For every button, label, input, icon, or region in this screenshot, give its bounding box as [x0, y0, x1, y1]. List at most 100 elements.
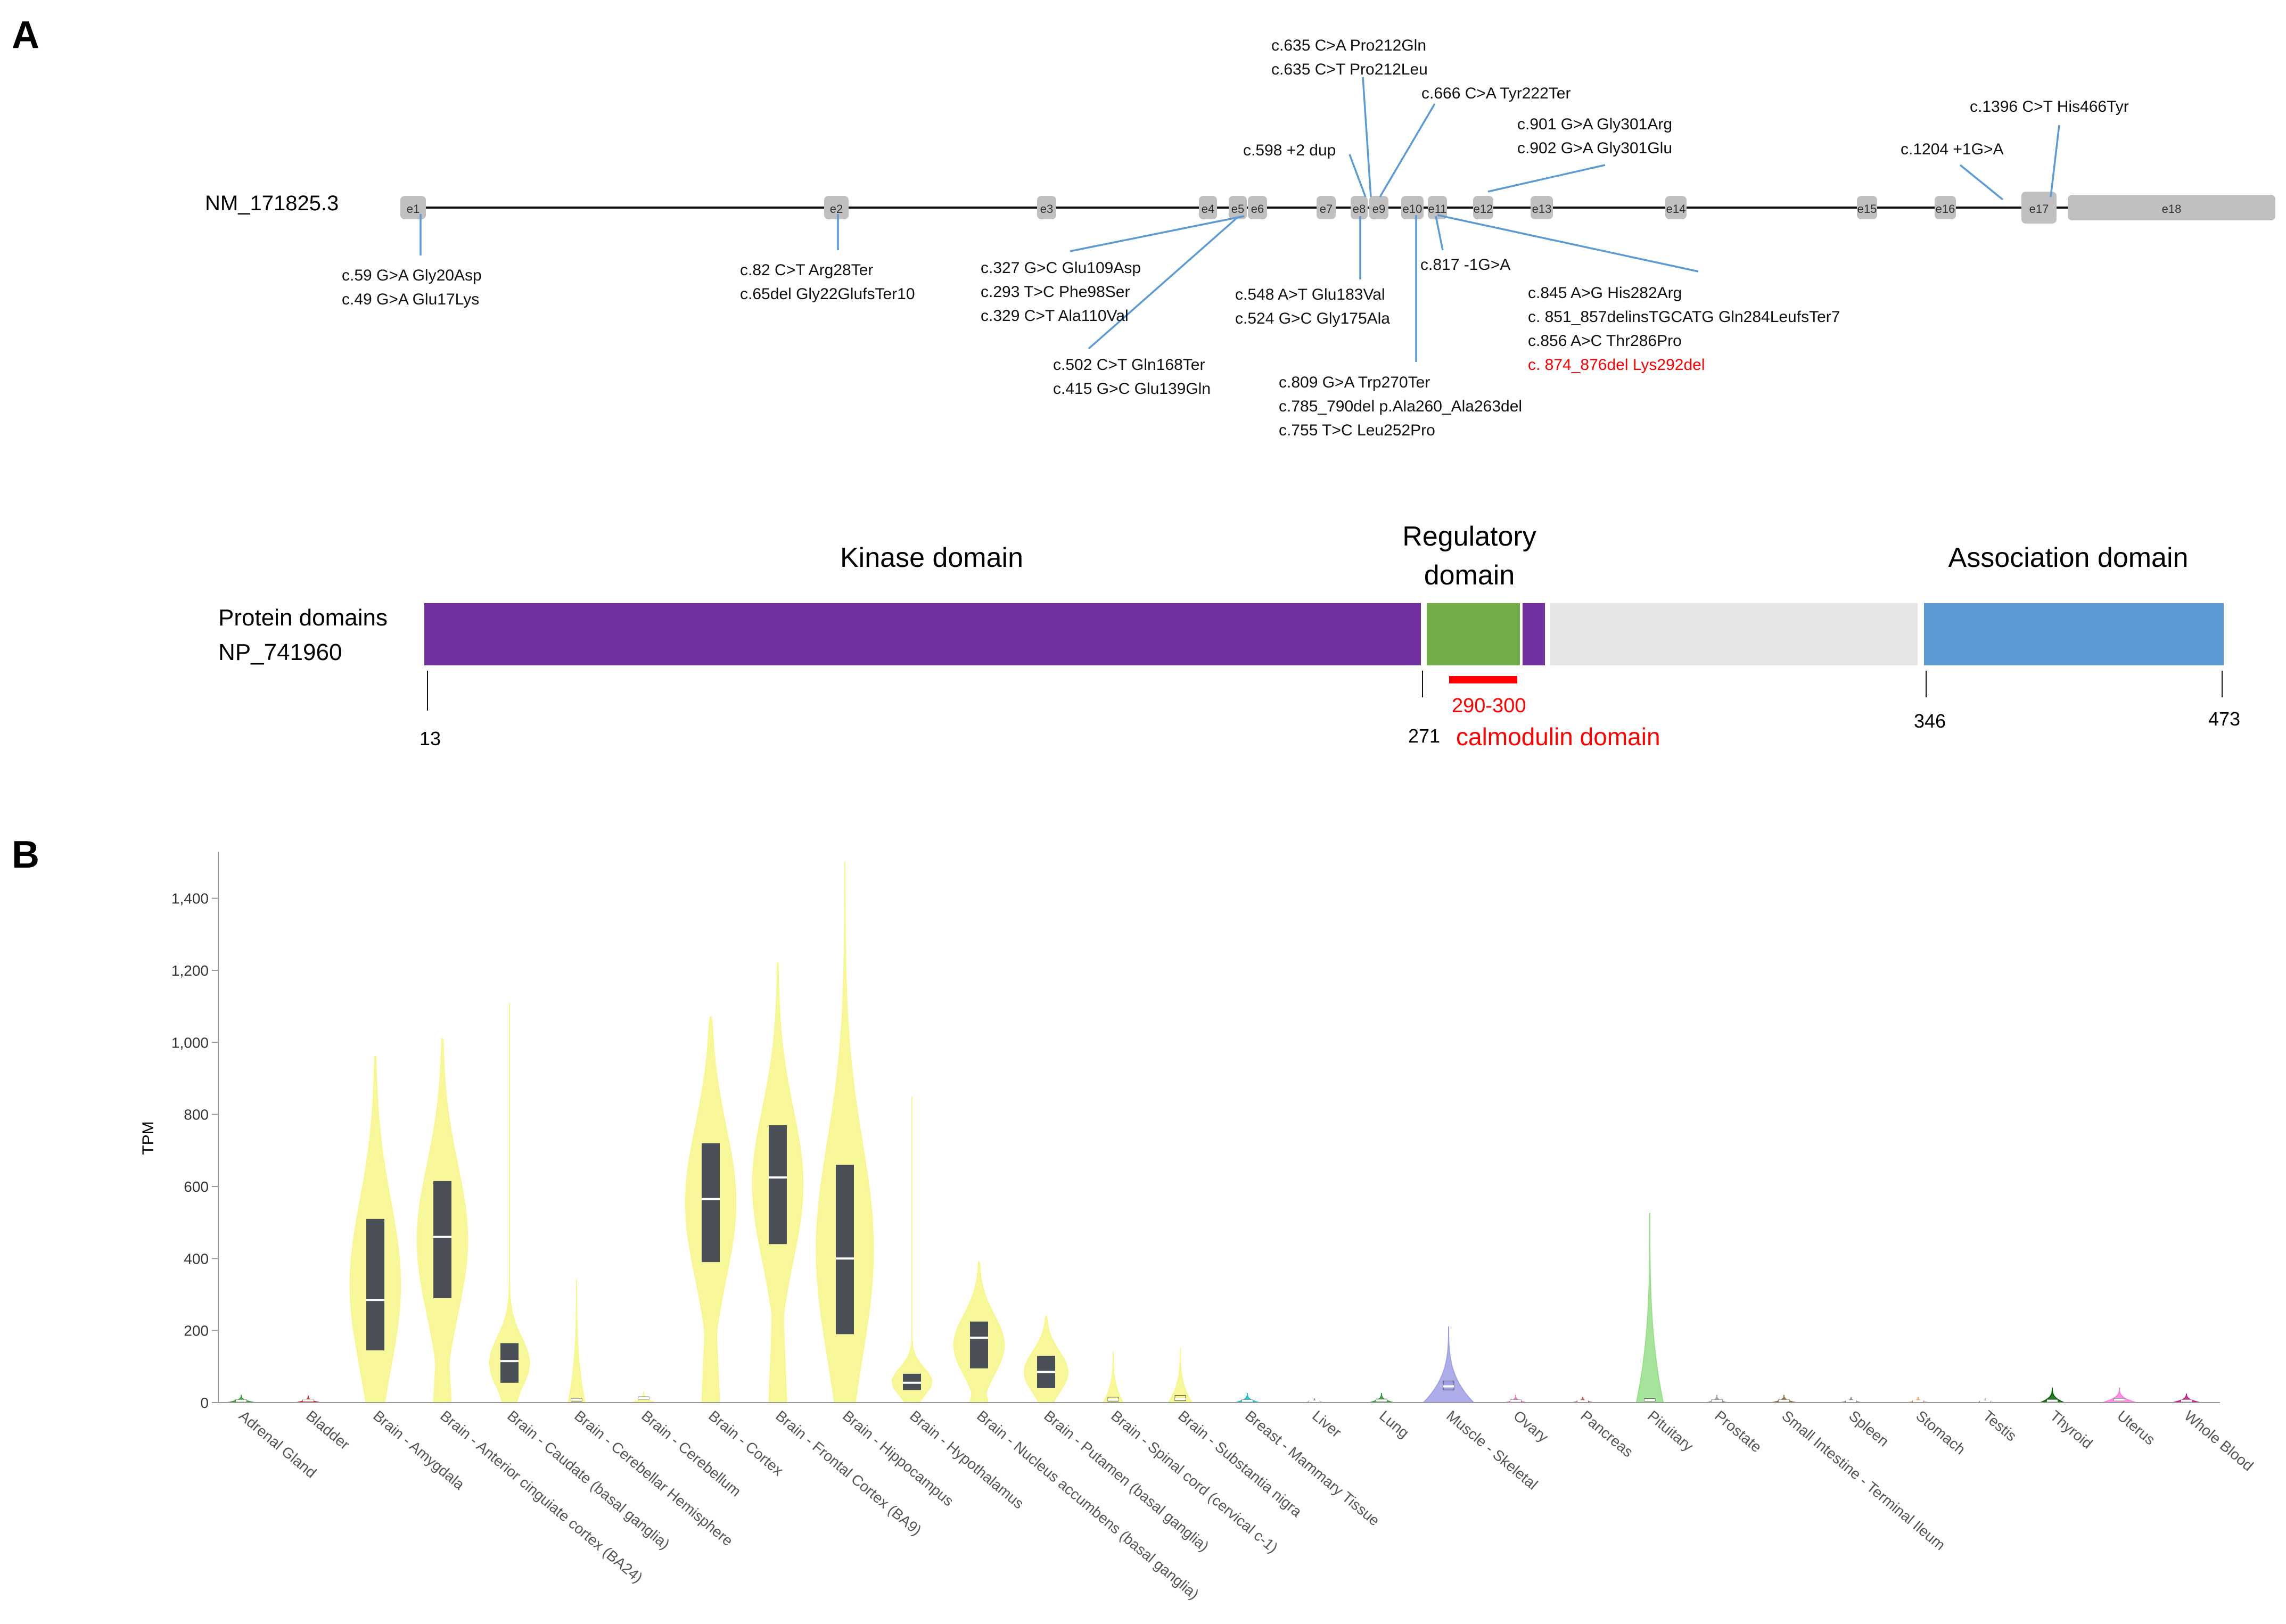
leader-line [1070, 215, 1245, 252]
variant-annotation: c. 874_876del Lys292del [1528, 356, 1705, 374]
association-domain-title: Association domain [1948, 542, 2189, 573]
x-tick-label: Bladder [303, 1407, 353, 1453]
panel-b-label: B [12, 834, 39, 876]
iqr-box-11 [970, 1321, 988, 1369]
x-tick-label: Pancreas [1577, 1407, 1637, 1461]
kinase-domain-segment [1523, 603, 1545, 665]
variant-annotation: c.524 G>C Gly175Ala [1235, 310, 1390, 327]
y-tick-label: 0 [200, 1395, 209, 1411]
variant-annotation: c.415 G>C Glu139Gln [1053, 380, 1211, 398]
iqr-box-3 [433, 1181, 451, 1298]
variant-annotation: c.902 G>A Gly301Glu [1517, 139, 1672, 157]
exon-label: e14 [1666, 202, 1686, 216]
leader-line [1437, 214, 1699, 273]
x-tick-label: Pituitary [1644, 1407, 1696, 1455]
x-tick-label: Uterus [2114, 1407, 2158, 1448]
exon-e13 [1531, 196, 1553, 219]
transcript-label: NM_171825.3 [205, 192, 339, 215]
exon-e10 [1401, 196, 1424, 219]
exon-e16 [1935, 196, 1956, 219]
position-label-346: 346 [1914, 710, 1946, 732]
variant-annotation: c.502 C>T Gln168Ter [1053, 356, 1205, 374]
exon-label: e2 [830, 202, 843, 216]
variant-annotation: c. 851_857delinsTGCATG Gln284LeufsTer7 [1528, 308, 1840, 326]
position-label-13: 13 [420, 728, 441, 749]
leader-line [1959, 164, 2004, 201]
exon-label: e13 [1532, 202, 1552, 216]
y-tick-label: 600 [184, 1178, 209, 1195]
variant-annotation: c.82 C>T Arg28Ter [740, 261, 873, 279]
x-tick-label: Thyroid [2047, 1407, 2095, 1452]
regulatory-domain-title-line2: domain [1424, 560, 1515, 591]
variant-annotation: c.327 G>C Glu109Asp [981, 259, 1141, 277]
exon-e14 [1665, 196, 1687, 219]
exon-label: e11 [1428, 202, 1446, 216]
x-tick-label: Breast - Mammary Tissue [1242, 1407, 1383, 1529]
leader-line [1435, 216, 1444, 251]
expression-violin-chart: 0 200 400 600 800 1,000 1,200 1,400 TPM Adrenal… [139, 852, 2257, 1603]
exon-e9 [1369, 196, 1388, 219]
regulatory-domain-title-line1: Regulatory [1402, 521, 1536, 552]
exon-label: e4 [1202, 202, 1214, 216]
x-tick-label: Brain - Hippocampus [840, 1407, 957, 1510]
position-label-473: 473 [2208, 708, 2240, 730]
x-tick-label: Lung [1376, 1407, 1412, 1441]
variant-annotation: c.329 C>T Ala110Val [981, 307, 1129, 325]
variant-annotation: c.635 C>T Pro212Leu [1271, 61, 1428, 78]
exon-label: e9 [1372, 202, 1385, 216]
violin-10 [891, 1096, 933, 1403]
y-tick-label: 1,200 [171, 962, 209, 979]
exon-e4 [1199, 196, 1217, 219]
variant-annotation: c.666 C>A Tyr222Ter [1421, 85, 1570, 102]
exon-e2 [824, 196, 849, 219]
exon-e12 [1473, 196, 1493, 219]
variant-annotation: c.845 A>G His282Arg [1528, 284, 1682, 302]
panel-a-label: A [12, 14, 39, 56]
x-tick-label: Testis [1980, 1407, 2020, 1445]
variant-annotation: c.785_790del p.Ala260_Ala263del [1279, 398, 1522, 415]
iqr-box-8 [769, 1125, 787, 1244]
iqr-box-4 [500, 1343, 519, 1383]
leader-line [1088, 216, 1239, 350]
exon-e7 [1317, 196, 1336, 219]
variant-annotation: c.856 A>C Thr286Pro [1528, 332, 1682, 350]
y-tick-label: 1,000 [171, 1034, 209, 1051]
x-tick-label: Whole Blood [2181, 1407, 2257, 1474]
violin-4 [489, 1002, 530, 1403]
variant-annotation: c.598 +2 dup [1243, 142, 1336, 159]
gene-diagram: NM_171825.3 e1 e2 e3 e4 e5 e6 e7 e8 e9 e10 e11 e12 e… [205, 37, 2275, 439]
kinase-domain-title: Kinase domain [840, 542, 1023, 573]
exon-label: e5 [1231, 202, 1244, 216]
variant-annotation: c.1396 C>T His466Tyr [1970, 98, 2129, 116]
x-tick-label: Ovary [1510, 1407, 1551, 1446]
y-axis: 0 200 400 600 800 1,000 1,200 1,400 [171, 852, 219, 1411]
exon-label: e6 [1251, 202, 1264, 216]
variant-annotation: c.635 C>A Pro212Gln [1271, 37, 1426, 54]
iqr-box-7 [702, 1143, 720, 1263]
iqr-box-9 [836, 1165, 854, 1334]
exon-track: e1 e2 e3 e4 e5 e6 e7 e8 e9 e10 e11 e12 e13 e14 e15 e16 e… [400, 192, 2275, 224]
exon-e8 [1351, 196, 1368, 219]
exon-e6 [1248, 196, 1267, 219]
variant-annotation: c.548 A>T Glu183Val [1235, 286, 1385, 303]
x-tick-label: Spleen [1846, 1407, 1892, 1450]
calmodulin-range: 290-300 [1452, 695, 1526, 717]
variant-leader-lines [420, 77, 2060, 362]
x-tick-label: Prostate [1712, 1407, 1765, 1456]
variant-annotation: c.65del Gly22GlufsTer10 [740, 285, 915, 303]
exon-e11 [1428, 196, 1447, 219]
exon-label: e15 [1857, 202, 1877, 216]
violin-13 [1102, 1352, 1124, 1403]
exon-label: e16 [1936, 202, 1955, 216]
leader-line [1362, 77, 1372, 197]
variant-annotation: c.49 G>A Glu17Lys [342, 291, 479, 308]
exon-e5 [1229, 196, 1247, 219]
leader-line [2050, 125, 2060, 197]
violin-14 [1167, 1348, 1193, 1403]
exon-label: e7 [1320, 202, 1333, 216]
violin-27 [2040, 1388, 2065, 1403]
exon-label: e17 [2029, 202, 2049, 216]
x-tick-label: Stomach [1913, 1407, 1969, 1458]
